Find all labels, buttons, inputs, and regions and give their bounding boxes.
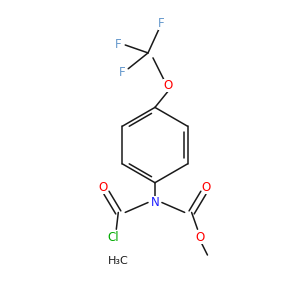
Text: O: O [195,231,204,244]
Text: F: F [115,38,122,52]
Text: O: O [202,181,211,194]
Text: H₃C: H₃C [108,256,129,266]
Text: F: F [158,17,164,30]
Text: Cl: Cl [107,231,119,244]
Text: N: N [151,196,159,209]
Text: F: F [119,66,126,79]
Text: O: O [99,181,108,194]
Text: O: O [163,79,172,92]
